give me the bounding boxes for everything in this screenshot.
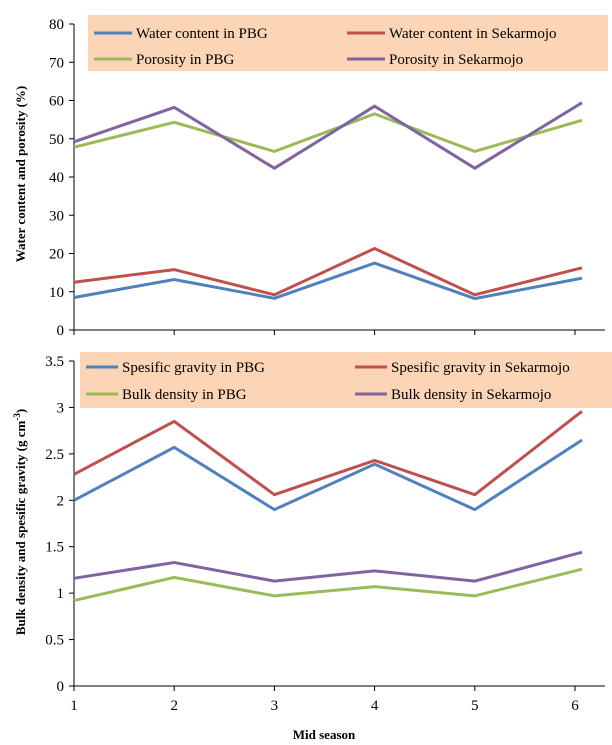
- y-tick-label: 10: [49, 285, 64, 301]
- y-tick-label: 3: [57, 400, 65, 416]
- series-line: [73, 410, 583, 497]
- series-line: [73, 438, 583, 512]
- y-tick-label: 1.5: [45, 540, 64, 556]
- x-tick-label: 3: [271, 698, 279, 714]
- y-tick-label: 30: [49, 208, 64, 224]
- legend-entry: Bulk density in PBG: [122, 387, 247, 403]
- y-tick-label: 0: [57, 323, 65, 339]
- x-tick-label: 4: [371, 698, 379, 714]
- x-axis-label: Mid season: [293, 727, 356, 742]
- y-tick-label: 2: [57, 493, 65, 509]
- legend-entry: Water content in Sekarmojo: [389, 26, 557, 42]
- x-tick-label: 2: [170, 698, 178, 714]
- legend-entry: Porosity in Sekarmojo: [389, 52, 523, 68]
- bottom-y-label-superscript: -3: [12, 413, 22, 421]
- series-line: [73, 112, 583, 153]
- legend-box: [88, 15, 608, 71]
- series-line: [73, 101, 583, 170]
- chart-panel-1: 0 10 20 30 40 50 60 70 80 Water content in PBG Wat…: [49, 15, 608, 339]
- bottom-y-label-suffix: ): [13, 409, 28, 413]
- bottom-y-label-main: Bulk density and spesific gravity (g cm: [13, 420, 28, 635]
- y-tick-label: 1: [57, 586, 65, 602]
- top-panel-y-axis-label: Water content and porosity (%): [13, 86, 28, 262]
- legend-entry: Bulk density in Sekarmojo: [391, 387, 551, 403]
- series-line: [73, 550, 583, 583]
- series-line: [73, 246, 583, 297]
- x-tick-label: 5: [471, 698, 479, 714]
- legend-box: [80, 352, 612, 408]
- legend-entry: Porosity in PBG: [136, 52, 235, 68]
- y-tick-label: 0.5: [45, 633, 64, 649]
- y-tick-label: 3.5: [45, 354, 64, 370]
- bottom-panel-y-axis-label: Bulk density and spesific gravity (g cm-…: [12, 409, 28, 635]
- x-tick-label: 6: [571, 698, 579, 714]
- y-tick-label: 40: [49, 170, 64, 186]
- y-tick-label: 50: [49, 132, 64, 148]
- y-tick-label: 80: [49, 17, 64, 33]
- y-tick-label: 70: [49, 55, 64, 71]
- legend-entry: Water content in PBG: [136, 26, 268, 42]
- y-tick-label: 2.5: [45, 447, 64, 463]
- y-tick-label: 60: [49, 94, 64, 110]
- legend-entry: Spesific gravity in PBG: [122, 360, 265, 376]
- series-line: [73, 567, 583, 603]
- legend-entry: Spesific gravity in Sekarmojo: [391, 360, 570, 376]
- y-tick-label: 0: [57, 679, 65, 695]
- series-line: [73, 261, 583, 301]
- chart-panel-2: 0 0.5 1 1.5 2 2.5 3 3.5 1 2 3 4 5 6 Spesific gravity i…: [45, 352, 612, 714]
- y-tick-label: 20: [49, 247, 64, 263]
- x-tick-label: 1: [70, 698, 78, 714]
